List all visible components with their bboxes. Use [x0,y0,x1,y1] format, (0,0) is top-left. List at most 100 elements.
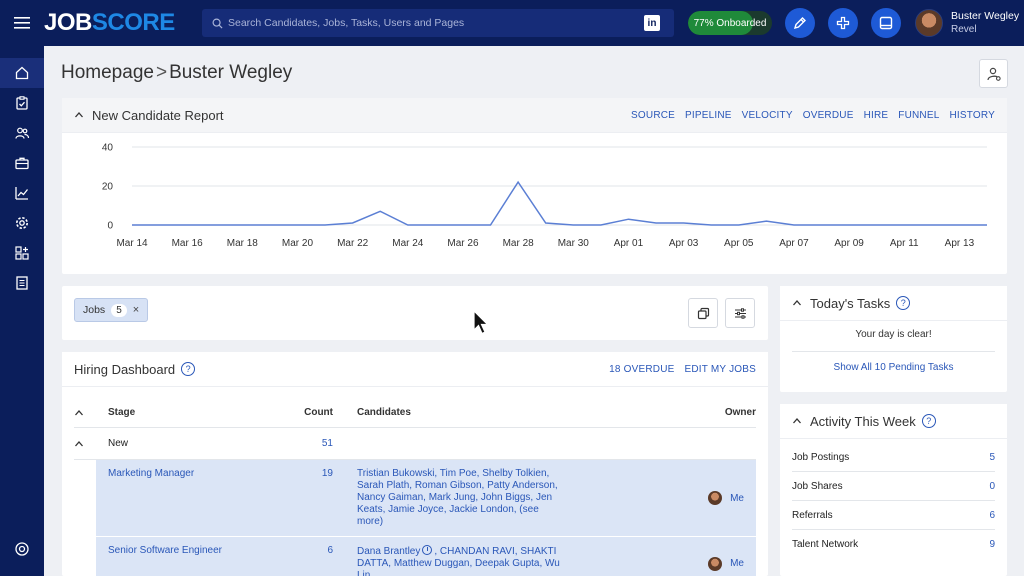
inbox-icon [879,16,893,30]
todays-tasks: Today's Tasks ? Your day is clear! Show … [780,286,1007,392]
copy-button[interactable] [688,298,718,328]
onboarding-progress[interactable]: 77% Onboarded [688,11,772,35]
x-tick-label: Apr 13 [945,238,975,249]
table-row: Senior Software Engineer 6 Dana Brantley… [96,537,756,576]
page-title: Buster Wegley [169,62,293,83]
filter-settings-button[interactable] [725,298,755,328]
x-tick-label: Mar 28 [503,238,535,249]
report-title: New Candidate Report [92,107,224,123]
top-bar: JOBSCORE Search Candidates, Jobs, Tasks,… [0,0,1024,46]
edit-my-jobs-link[interactable]: EDIT MY JOBS [684,363,756,375]
overdue-link[interactable]: 18 OVERDUE [609,363,675,375]
help-icon[interactable]: ? [921,414,936,428]
activity-title: Activity This Week [810,413,916,429]
sidebar-item-jobs[interactable] [0,148,44,178]
header-owner: Owner [724,407,756,418]
hiring-dashboard-title: Hiring Dashboard [74,361,176,377]
x-tick-label: Apr 07 [779,238,809,249]
x-tick-label: Mar 30 [558,238,590,249]
x-tick-label: Mar 26 [447,238,479,249]
sidebar-item-documents[interactable] [0,268,44,298]
stage-name: New [108,438,129,449]
jobs-filter-pill[interactable]: Jobs 5 × [74,298,149,322]
show-all-tasks-link[interactable]: Show All 10 Pending Tasks [833,362,954,373]
user-name: Buster Wegley [951,10,1020,22]
hiring-dashboard: Hiring Dashboard ? 18 OVERDUE EDIT MY JO… [62,352,768,576]
global-search[interactable]: Search Candidates, Jobs, Tasks, Users an… [202,9,674,37]
chevron-up-icon[interactable] [74,439,84,449]
chevron-up-icon[interactable] [74,408,84,418]
header-candidates: Candidates [357,406,411,418]
add-button[interactable] [828,8,858,38]
linkedin-icon[interactable]: in [644,15,660,31]
sidebar [0,46,44,576]
user-menu[interactable]: Buster Wegley Revel [915,9,1019,37]
stage-group-row[interactable]: New 51 [74,428,756,460]
search-icon [212,18,223,29]
messages-button[interactable] [871,8,901,38]
copy-icon [697,307,709,319]
briefcase-icon [15,157,29,170]
sidebar-item-candidates[interactable] [0,118,44,148]
chevron-up-icon[interactable] [792,298,802,308]
chevron-up-icon[interactable] [74,110,84,120]
chart-icon [15,187,29,200]
breadcrumb: Homepage > Buster Wegley [61,62,292,84]
edit-button[interactable] [785,8,815,38]
job-count[interactable]: 19 [321,468,333,479]
sidebar-item-help[interactable] [0,534,44,564]
new-candidate-report: New Candidate Report SOURCE PIPELINE VELOC… [62,98,1007,274]
x-tick-label: Mar 18 [227,238,259,249]
sidebar-item-tasks[interactable] [0,88,44,118]
breadcrumb-separator: > [155,62,168,83]
report-link-funnel[interactable]: FUNNEL [898,109,940,121]
x-tick-label: Apr 03 [669,238,699,249]
job-title-link[interactable]: Senior Software Engineer [108,545,222,556]
job-candidates[interactable]: Dana Brantley, CHANDAN RAVI, SHAKTI DATT… [357,545,560,576]
jobscore-logo[interactable]: JOBSCORE [44,9,175,36]
sidebar-item-settings[interactable] [0,208,44,238]
job-title-link[interactable]: Marketing Manager [108,468,195,479]
sidebar-item-reports[interactable] [0,178,44,208]
report-link-overdue[interactable]: OVERDUE [802,109,854,121]
sidebar-item-integrations[interactable] [0,238,44,268]
table-header: Stage Count Candidates Owner [74,398,756,428]
sliders-icon [734,307,746,319]
report-link-source[interactable]: SOURCE [631,109,676,121]
table-row: Marketing Manager 19 Tristian Bukowski, … [96,460,756,537]
help-icon[interactable]: ? [896,296,911,310]
job-candidates[interactable]: Tristian Bukowski, Tim Poe, Shelby Tolki… [357,468,558,527]
menu-button[interactable] [0,0,44,46]
people-icon [15,127,30,139]
hamburger-icon [14,17,30,29]
help-icon[interactable]: ? [181,362,196,376]
x-tick-label: Mar 14 [116,238,148,249]
x-tick-label: Mar 24 [392,238,424,249]
breadcrumb-home[interactable]: Homepage [61,62,154,83]
remove-filter-icon[interactable]: × [132,304,140,316]
list-item: Job Postings 5 [792,443,995,472]
user-settings-button[interactable] [979,59,1008,88]
report-link-pipeline[interactable]: PIPELINE [685,109,732,121]
report-link-velocity[interactable]: VELOCITY [741,109,793,121]
hiring-table: Stage Count Candidates Owner New 51 Mark… [74,398,756,576]
chevron-up-icon[interactable] [792,416,802,426]
report-link-history[interactable]: HISTORY [949,109,995,121]
job-owner[interactable]: Me [730,492,744,504]
series-line [132,180,987,226]
stage-count[interactable]: 51 [321,438,333,449]
clipboard-check-icon [16,96,28,110]
document-list-icon [16,276,28,290]
jobs-filter-count: 5 [111,303,127,317]
apps-add-icon [15,246,29,260]
avatar [708,556,723,571]
job-count[interactable]: 6 [327,545,333,556]
pencil-icon [793,17,806,30]
y-tick-label: 20 [102,182,114,193]
sidebar-item-home[interactable] [0,58,44,88]
report-link-hire[interactable]: HIRE [863,109,889,121]
gear-icon [16,217,28,229]
header-count: Count [304,407,333,418]
search-input[interactable]: Search Candidates, Jobs, Tasks, Users an… [228,17,465,29]
job-owner[interactable]: Me [730,558,744,569]
